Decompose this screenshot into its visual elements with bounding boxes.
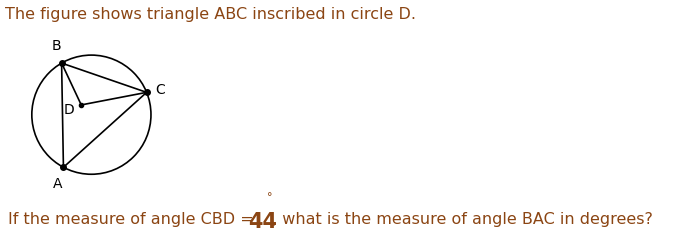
Text: The figure shows triangle ABC inscribed in circle D.: The figure shows triangle ABC inscribed …	[5, 7, 416, 22]
Text: If the measure of angle CBD =: If the measure of angle CBD =	[8, 212, 254, 227]
Text: °: °	[267, 193, 273, 203]
Text: , what is the measure of angle BAC in degrees?: , what is the measure of angle BAC in de…	[272, 212, 653, 227]
Text: A: A	[53, 177, 63, 191]
Text: 44: 44	[248, 212, 277, 232]
Text: D: D	[64, 103, 74, 117]
Text: C: C	[155, 83, 165, 97]
Text: B: B	[51, 39, 61, 53]
